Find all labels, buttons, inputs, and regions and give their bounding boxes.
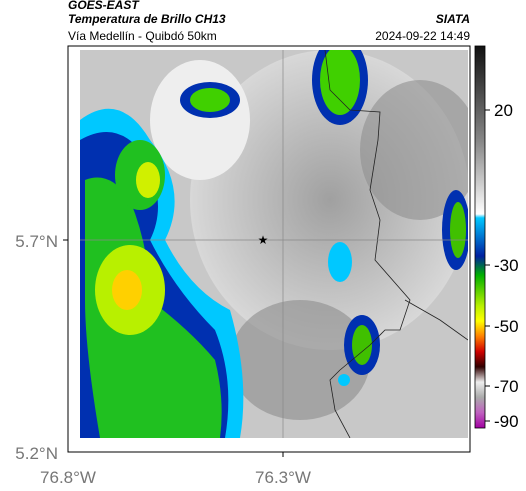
colorbar-tick-label: -90 bbox=[494, 412, 519, 431]
lon-tick-label: 76.8°W bbox=[40, 468, 96, 487]
satellite-image: ★ bbox=[80, 50, 468, 438]
lat-tick-label: 5.7°N bbox=[15, 232, 58, 251]
title: Temperatura de Brillo CH13 bbox=[68, 12, 226, 26]
product-label: GOES-EAST bbox=[68, 0, 140, 12]
source-label: SIATA bbox=[436, 12, 470, 26]
colorbar-tick-label: 20 bbox=[494, 101, 513, 120]
colorbar-tick-label: -70 bbox=[494, 377, 519, 396]
lat-tick-label: 5.2°N bbox=[15, 444, 58, 463]
svg-text:★: ★ bbox=[258, 233, 269, 247]
colorbar bbox=[474, 45, 486, 429]
lon-tick-label: 76.3°W bbox=[255, 468, 311, 487]
subtitle: Vía Medellín - Quibdó 50km bbox=[68, 29, 217, 43]
datetime: 2024-09-22 14:49 bbox=[375, 29, 470, 43]
colorbar-tick-label: -50 bbox=[494, 317, 519, 336]
colorbar-tick-label: -30 bbox=[494, 256, 519, 275]
map-frame bbox=[67, 45, 471, 453]
